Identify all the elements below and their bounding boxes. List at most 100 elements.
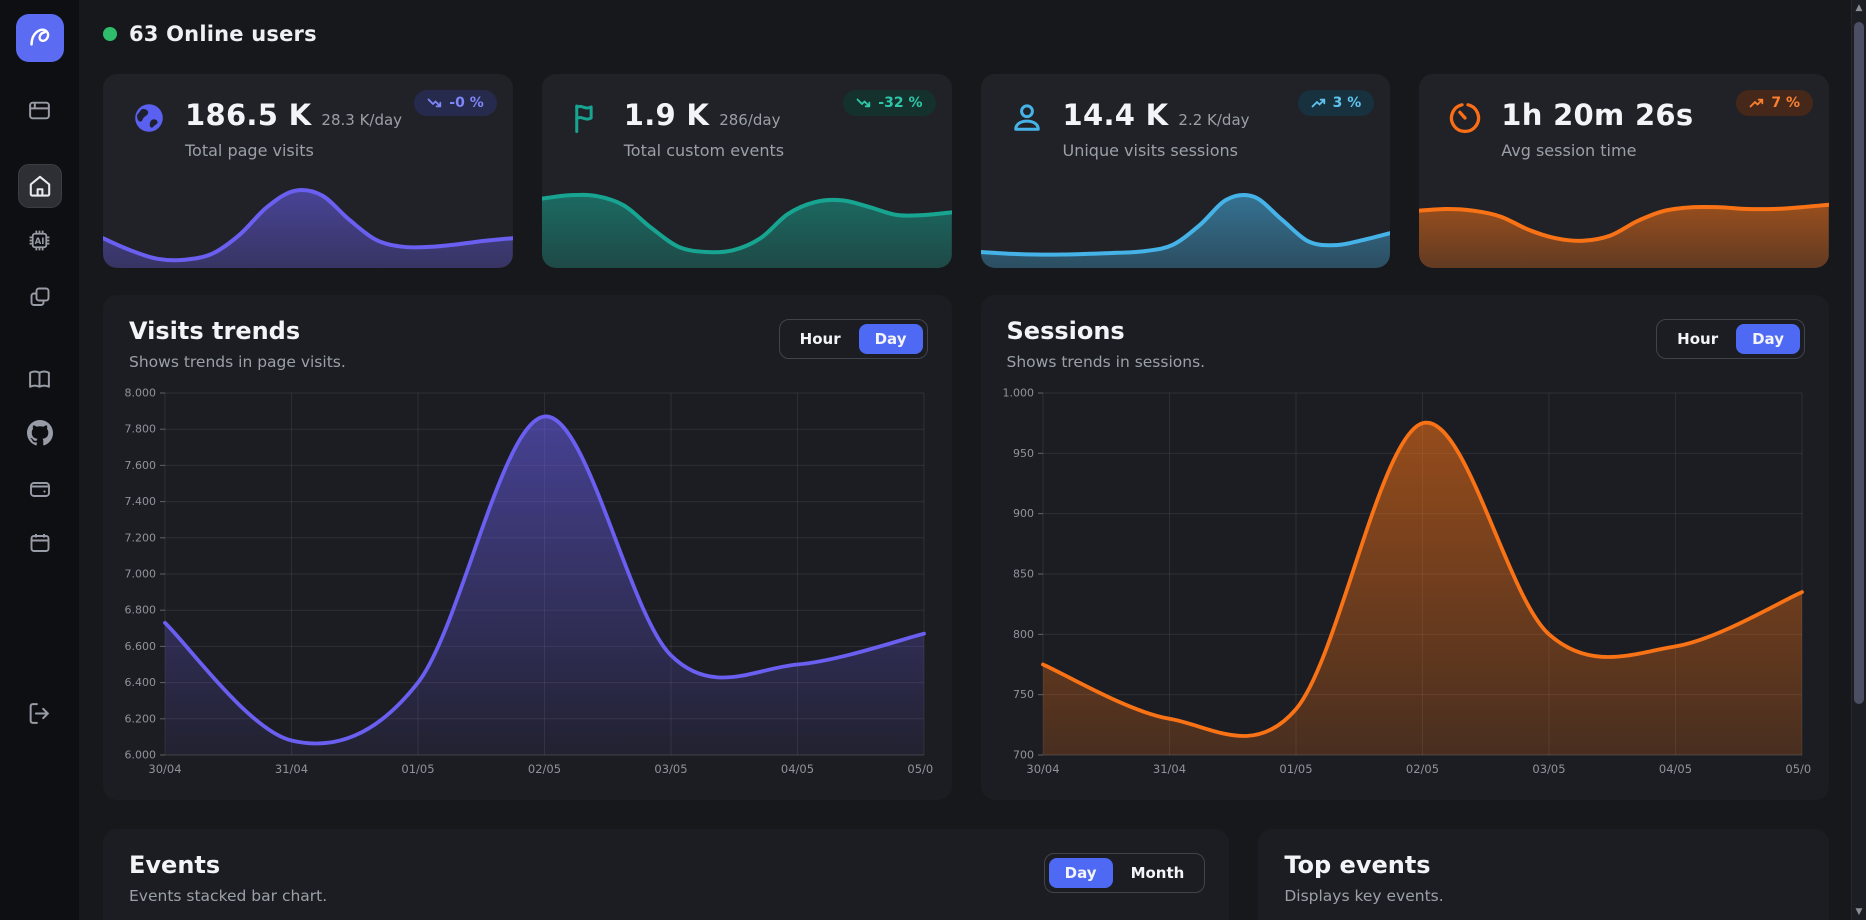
svg-text:750: 750 (1013, 688, 1034, 701)
home-icon[interactable] (17, 164, 62, 208)
toggle-day-button[interactable]: Day (1048, 858, 1113, 888)
svg-text:7.200: 7.200 (125, 531, 157, 544)
panel-subtitle: Displays key events. (1284, 887, 1444, 905)
panel-subtitle: Events stacked bar chart. (129, 887, 328, 905)
svg-text:6.400: 6.400 (125, 676, 157, 689)
panel-subtitle: Shows trends in sessions. (1006, 353, 1206, 371)
stat-rate: 2.2 K/day (1178, 111, 1250, 129)
scrollbar-up-arrow[interactable]: ▲ (1855, 3, 1863, 13)
svg-text:31/04: 31/04 (275, 762, 308, 776)
clock-icon (1447, 100, 1483, 136)
calendar-icon[interactable] (18, 521, 62, 565)
trend-badge: -0 % (414, 90, 497, 116)
svg-text:800: 800 (1013, 628, 1034, 641)
header: 63 Online users (103, 18, 1829, 50)
trending-down-icon (856, 96, 871, 110)
wallet-icon[interactable] (18, 467, 62, 511)
stat-label: Unique visits sessions (1062, 141, 1238, 160)
svg-text:01/05: 01/05 (401, 762, 434, 776)
svg-text:30/04: 30/04 (1026, 762, 1059, 776)
trending-down-icon (427, 96, 442, 110)
panel-title: Sessions (1006, 317, 1125, 345)
stat-value: 186.5 K (185, 98, 312, 132)
flag-icon (570, 100, 606, 136)
svg-text:6.800: 6.800 (125, 604, 157, 617)
toggle-day-button[interactable]: Day (858, 324, 923, 354)
svg-text:30/04: 30/04 (148, 762, 181, 776)
charts-row: Visits trends Shows trends in page visit… (103, 295, 1829, 800)
svg-text:02/05: 02/05 (528, 762, 561, 776)
scrollbar-thumb[interactable] (1854, 22, 1864, 704)
svg-text:03/05: 03/05 (654, 762, 687, 776)
svg-text:31/04: 31/04 (1152, 762, 1185, 776)
toggle-hour-button[interactable]: Hour (799, 330, 841, 348)
svg-text:7.600: 7.600 (125, 459, 157, 472)
svg-text:8.000: 8.000 (125, 387, 157, 400)
sessions-chart: 700 750 800 850 900 950 1.000 30/04 31/04 01/05 02… (1002, 387, 1818, 777)
sidebar: AI (0, 0, 79, 920)
trend-badge: 7 % (1736, 90, 1813, 116)
svg-text:700: 700 (1013, 749, 1034, 762)
trend-badge-text: 3 % (1332, 95, 1362, 111)
visits-trends-panel: Visits trends Shows trends in page visit… (103, 295, 952, 800)
events-panel: Events Events stacked bar chart. Day Mon… (103, 829, 1230, 920)
svg-text:05/05: 05/05 (907, 762, 934, 776)
stat-value: 1h 20m 26s (1501, 98, 1694, 132)
trend-badge-text: -32 % (878, 95, 923, 111)
svg-text:1.000: 1.000 (1002, 387, 1034, 400)
visits-interval-toggle: Hour Day (778, 319, 928, 359)
sparkline-total-custom-events (541, 168, 952, 268)
online-users-title: 63 Online users (129, 22, 317, 46)
svg-text:04/05: 04/05 (781, 762, 814, 776)
github-icon[interactable] (18, 411, 62, 455)
visits-trends-chart: 6.000 6.200 6.400 6.600 6.800 7.000 7.200 7.400… (125, 387, 941, 777)
svg-text:7.800: 7.800 (125, 423, 157, 436)
trend-badge-text: 7 % (1771, 95, 1800, 111)
stat-value: 1.9 K (623, 98, 710, 132)
sparkline-total-page-visits (103, 168, 513, 268)
trend-badge: -32 % (843, 90, 936, 116)
toggle-day-button[interactable]: Day (1736, 324, 1800, 354)
svg-text:6.000: 6.000 (125, 749, 157, 762)
trend-badge: 3 % (1297, 90, 1375, 116)
svg-text:02/05: 02/05 (1405, 762, 1438, 776)
stat-label: Avg session time (1501, 141, 1637, 160)
stat-label: Total page visits (185, 141, 314, 160)
ai-chip-icon[interactable]: AI (18, 218, 62, 262)
bottom-row: Events Events stacked bar chart. Day Mon… (103, 829, 1829, 920)
events-interval-toggle: Day Month (1043, 853, 1206, 893)
book-icon[interactable] (18, 357, 62, 401)
scrollbar-down-arrow[interactable]: ▼ (1855, 907, 1863, 917)
svg-text:01/05: 01/05 (1279, 762, 1312, 776)
stat-rate: 28.3 K/day (321, 111, 403, 129)
top-events-panel: Top events Displays key events. (1258, 829, 1829, 920)
panel-subtitle: Shows trends in page visits. (129, 353, 346, 371)
stat-cards-row: 186.5 K 28.3 K/day Total page visits -0 … (103, 74, 1829, 268)
sessions-interval-toggle: Hour Day (1656, 319, 1805, 359)
swoosh-logo-icon (25, 21, 55, 55)
toggle-hour-button[interactable]: Hour (1677, 330, 1719, 348)
panel-title: Events (129, 851, 221, 879)
logout-icon[interactable] (18, 691, 62, 735)
svg-text:7.400: 7.400 (125, 495, 157, 508)
stat-label: Total custom events (623, 141, 785, 160)
toggle-month-button[interactable]: Month (1130, 864, 1185, 882)
online-indicator-dot (103, 27, 117, 41)
svg-text:7.000: 7.000 (125, 568, 157, 581)
sessions-panel: Sessions Shows trends in sessions. Hour … (980, 295, 1829, 800)
svg-text:AI: AI (35, 237, 45, 247)
person-icon (1009, 100, 1045, 136)
svg-text:950: 950 (1013, 447, 1034, 460)
stat-card-total-page-visits: 186.5 K 28.3 K/day Total page visits -0 … (103, 74, 513, 268)
browser-window-icon[interactable] (18, 88, 62, 132)
copy-icon[interactable] (18, 275, 62, 319)
panel-title: Top events (1284, 851, 1431, 879)
stat-card-unique-visits-sessions: 14.4 K 2.2 K/day Unique visits sessions … (980, 74, 1391, 268)
stat-rate: 286/day (719, 111, 781, 129)
svg-text:6.600: 6.600 (125, 640, 157, 653)
app-logo[interactable] (15, 14, 64, 62)
trending-up-icon (1311, 96, 1326, 110)
stat-card-avg-session-time: 1h 20m 26s Avg session time 7 % (1419, 74, 1829, 268)
svg-text:6.200: 6.200 (125, 712, 157, 725)
svg-text:900: 900 (1013, 507, 1034, 520)
